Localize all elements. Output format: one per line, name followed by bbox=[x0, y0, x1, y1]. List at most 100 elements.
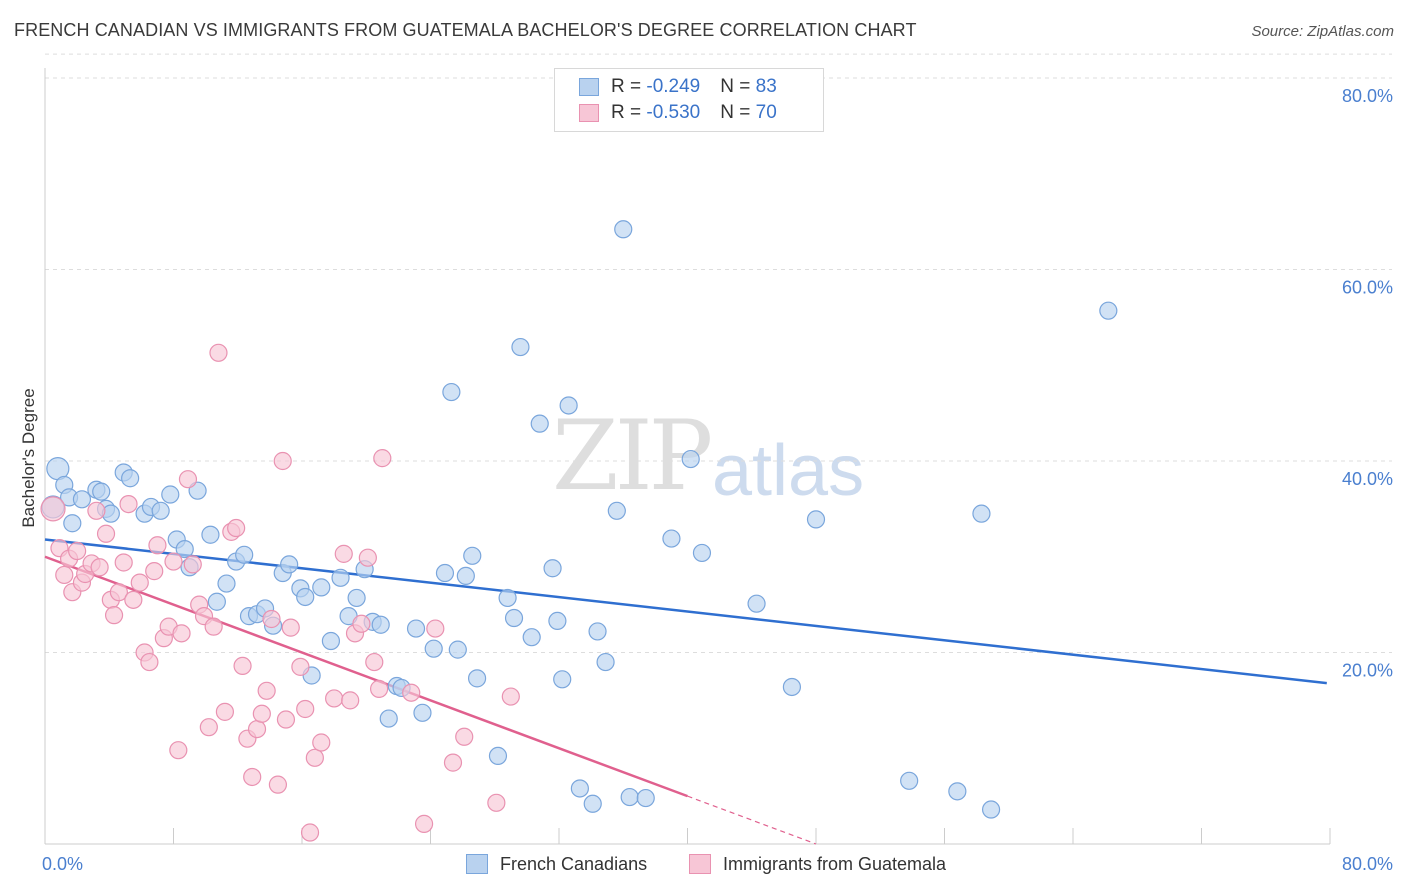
x-tick-label: 0.0% bbox=[42, 854, 83, 874]
point-guatemala bbox=[145, 562, 164, 581]
point-guatemala bbox=[169, 741, 188, 760]
point-guatemala bbox=[140, 652, 159, 672]
point-french-canadians bbox=[972, 504, 991, 523]
point-french-canadians bbox=[570, 779, 589, 798]
point-french-canadians bbox=[981, 800, 1001, 819]
point-guatemala bbox=[119, 494, 138, 514]
bottom-legend-label: French Canadians bbox=[500, 853, 648, 874]
y-tick-label: 60.0% bbox=[1342, 278, 1393, 298]
point-french-canadians bbox=[379, 709, 398, 728]
chart-title: FRENCH CANADIAN VS IMMIGRANTS FROM GUATE… bbox=[14, 20, 917, 40]
legend-r-value: -0.530 bbox=[646, 102, 701, 123]
point-guatemala bbox=[199, 718, 218, 737]
legend-r-label: R = bbox=[611, 76, 647, 97]
point-french-canadians bbox=[559, 396, 578, 415]
legend-row-french-canadians: R = -0.249 N = 83 bbox=[579, 75, 777, 99]
point-french-canadians bbox=[235, 545, 254, 564]
point-french-canadians bbox=[747, 594, 766, 613]
point-french-canadians bbox=[207, 592, 226, 611]
legend-n-value: 70 bbox=[755, 102, 777, 123]
point-guatemala bbox=[96, 524, 116, 543]
point-guatemala bbox=[300, 823, 320, 842]
point-french-canadians bbox=[201, 525, 220, 544]
point-french-canadians bbox=[424, 639, 443, 658]
trend-line-french-canadians bbox=[44, 538, 1327, 685]
point-french-canadians bbox=[63, 514, 82, 533]
point-french-canadians bbox=[511, 337, 530, 357]
point-french-canadians bbox=[72, 490, 92, 509]
point-french-canadians bbox=[161, 485, 180, 504]
point-guatemala bbox=[352, 614, 371, 633]
point-french-canadians bbox=[296, 587, 315, 607]
point-guatemala bbox=[87, 501, 106, 520]
legend-n-value: 83 bbox=[755, 76, 777, 97]
point-guatemala bbox=[312, 733, 331, 752]
point-french-canadians bbox=[121, 469, 140, 488]
point-guatemala bbox=[273, 451, 292, 471]
point-guatemala bbox=[373, 449, 392, 468]
watermark-atlas: atlas bbox=[712, 431, 865, 511]
point-guatemala bbox=[204, 617, 223, 636]
point-guatemala bbox=[257, 681, 276, 700]
legend-swatch-pink bbox=[579, 104, 599, 122]
y-axis-label: Bachelor's Degree bbox=[19, 388, 38, 527]
points-french-canadians bbox=[41, 220, 1118, 819]
point-french-canadians bbox=[331, 568, 350, 587]
point-guatemala bbox=[325, 689, 344, 708]
point-french-canadians bbox=[607, 501, 626, 520]
point-french-canadians bbox=[806, 510, 826, 529]
trend-lines-guatemala bbox=[44, 555, 817, 845]
bottom-legend-swatch-pink bbox=[689, 854, 711, 874]
point-french-canadians bbox=[543, 559, 562, 578]
point-guatemala bbox=[104, 606, 124, 625]
point-french-canadians bbox=[681, 449, 700, 469]
point-french-canadians bbox=[692, 543, 712, 563]
point-french-canadians bbox=[900, 771, 919, 790]
point-french-canadians bbox=[312, 578, 331, 597]
point-french-canadians bbox=[347, 588, 366, 608]
point-guatemala bbox=[114, 553, 133, 572]
point-guatemala bbox=[252, 704, 271, 723]
trend-line-guatemala-extrapolated bbox=[687, 795, 817, 845]
points-guatemala bbox=[40, 343, 520, 842]
legend-n-label: N = bbox=[720, 102, 756, 123]
point-guatemala bbox=[243, 767, 262, 787]
point-french-canadians bbox=[448, 640, 467, 659]
point-guatemala bbox=[124, 590, 143, 609]
point-french-canadians bbox=[371, 615, 390, 634]
point-french-canadians bbox=[636, 788, 655, 808]
legend-r-value: -0.249 bbox=[646, 76, 701, 97]
point-french-canadians bbox=[588, 622, 607, 641]
point-french-canadians bbox=[280, 555, 299, 574]
bottom-legend-swatch-blue bbox=[466, 854, 488, 874]
bottom-legend-label: Immigrants from Guatemala bbox=[723, 853, 947, 874]
legend-row-guatemala: R = -0.530 N = 70 bbox=[579, 101, 777, 125]
point-guatemala bbox=[426, 619, 445, 638]
point-french-canadians bbox=[596, 652, 615, 672]
point-french-canadians bbox=[948, 782, 967, 801]
point-guatemala bbox=[443, 753, 463, 772]
point-guatemala bbox=[227, 518, 246, 538]
point-french-canadians bbox=[488, 746, 508, 766]
point-french-canadians bbox=[456, 566, 475, 586]
point-french-canadians bbox=[498, 588, 517, 608]
bottom-legend-french-canadians: French Canadians bbox=[466, 851, 647, 877]
trend-line-guatemala bbox=[44, 555, 688, 798]
y-tick-label: 40.0% bbox=[1342, 469, 1393, 489]
point-guatemala bbox=[164, 552, 183, 571]
point-french-canadians bbox=[553, 670, 572, 689]
point-guatemala bbox=[334, 544, 353, 563]
point-guatemala bbox=[268, 775, 288, 794]
point-french-canadians bbox=[662, 529, 681, 548]
point-french-canadians bbox=[217, 574, 236, 593]
point-guatemala bbox=[358, 548, 377, 567]
point-french-canadians bbox=[504, 608, 524, 628]
point-guatemala bbox=[178, 470, 198, 489]
point-guatemala bbox=[233, 656, 252, 676]
x-tick-label: 80.0% bbox=[1342, 854, 1393, 874]
legend-r-label: R = bbox=[611, 102, 647, 123]
axes bbox=[44, 68, 1331, 845]
point-guatemala bbox=[247, 719, 267, 739]
point-french-canadians bbox=[522, 628, 541, 647]
